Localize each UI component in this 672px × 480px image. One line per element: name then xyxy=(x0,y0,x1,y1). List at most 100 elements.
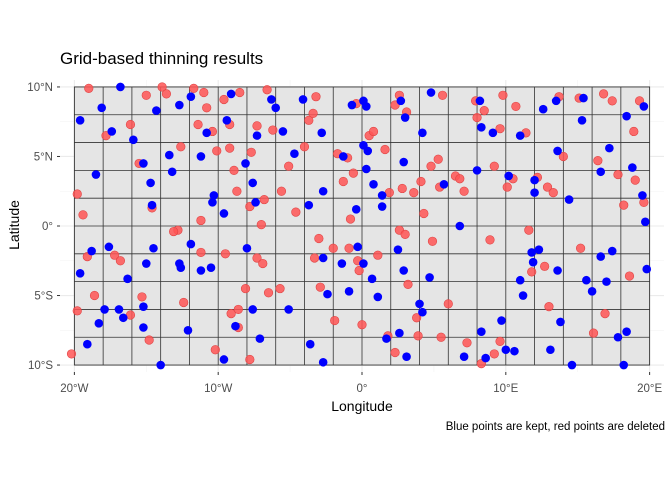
kept-point xyxy=(344,287,354,296)
deleted-point xyxy=(427,236,438,246)
deleted-point xyxy=(498,90,508,100)
deleted-point xyxy=(357,320,367,330)
deleted-point xyxy=(245,354,255,365)
y-tick-label: 5°S xyxy=(34,291,53,303)
kept-point xyxy=(175,100,184,110)
y-tick-label: 5°N xyxy=(34,151,53,163)
kept-point xyxy=(546,345,555,355)
kept-point xyxy=(510,346,519,356)
kept-point xyxy=(418,307,427,317)
deleted-point xyxy=(472,112,482,123)
deleted-point xyxy=(489,161,499,171)
deleted-point xyxy=(144,335,154,345)
deleted-point xyxy=(210,345,220,355)
kept-point xyxy=(271,103,281,113)
kept-point xyxy=(118,313,128,323)
deleted-point xyxy=(455,174,465,184)
deleted-point xyxy=(176,142,186,152)
deleted-point xyxy=(314,233,324,244)
kept-point xyxy=(176,263,186,273)
x-tick-label: 0° xyxy=(357,383,368,395)
kept-point xyxy=(582,275,591,285)
deleted-point xyxy=(275,283,285,294)
y-tick-label: 10°N xyxy=(27,82,53,94)
y-tick-label: 0° xyxy=(42,221,53,233)
kept-point xyxy=(577,116,587,125)
deleted-point xyxy=(607,96,617,106)
deleted-point xyxy=(380,144,390,155)
deleted-point xyxy=(193,119,203,130)
kept-point xyxy=(475,96,485,106)
deleted-point xyxy=(141,90,151,100)
kept-point xyxy=(318,253,328,263)
deleted-point xyxy=(157,82,167,92)
kept-point xyxy=(231,321,240,331)
kept-point xyxy=(619,360,629,370)
kept-point xyxy=(318,186,328,196)
kept-point xyxy=(149,243,158,253)
kept-point xyxy=(481,353,490,363)
x-axis-ticks: 20°W 10°W 0° 10°E 20°E xyxy=(60,372,662,395)
deleted-point xyxy=(179,297,189,308)
kept-point xyxy=(183,325,193,335)
deleted-point xyxy=(78,210,88,220)
deleted-point xyxy=(619,200,629,210)
deleted-point xyxy=(84,83,94,93)
chart-caption: Blue points are kept, red points are del… xyxy=(446,421,665,433)
kept-point xyxy=(304,200,314,210)
deleted-point xyxy=(235,87,245,98)
deleted-point xyxy=(225,143,235,153)
x-axis-title: Longitude xyxy=(331,398,393,414)
kept-point xyxy=(116,82,125,92)
kept-point xyxy=(156,360,165,370)
deleted-point xyxy=(252,121,262,131)
deleted-point xyxy=(613,169,623,180)
deleted-point xyxy=(629,126,639,137)
kept-point xyxy=(139,159,148,168)
kept-point xyxy=(97,103,107,113)
deleted-point xyxy=(232,186,242,196)
deleted-point xyxy=(66,349,77,359)
y-axis-ticks: 10°S 5°S 0° 5°N 10°N xyxy=(27,82,60,372)
deleted-point xyxy=(89,290,100,301)
kept-point xyxy=(377,191,387,200)
deleted-point xyxy=(624,271,635,281)
deleted-point xyxy=(202,103,212,113)
kept-point xyxy=(628,163,637,172)
kept-point xyxy=(551,96,561,106)
kept-point xyxy=(477,327,486,336)
kept-point xyxy=(347,100,357,110)
deleted-point xyxy=(403,279,413,290)
kept-point xyxy=(596,167,606,177)
deleted-point xyxy=(413,331,423,341)
deleted-point xyxy=(524,225,534,235)
kept-point xyxy=(488,128,498,138)
kept-point xyxy=(393,245,403,254)
kept-point xyxy=(129,135,138,145)
kept-point xyxy=(567,360,577,370)
kept-point xyxy=(298,95,308,104)
kept-point xyxy=(94,319,104,328)
kept-point xyxy=(418,128,427,138)
kept-point xyxy=(399,157,409,167)
deleted-point xyxy=(436,332,446,342)
kept-point xyxy=(219,355,229,364)
kept-point xyxy=(317,128,327,138)
kept-point xyxy=(164,150,174,160)
y-tick-label: 10°S xyxy=(28,360,53,372)
kept-point xyxy=(377,202,387,211)
kept-point xyxy=(455,221,465,231)
deleted-point xyxy=(400,229,410,239)
kept-point xyxy=(579,93,588,103)
kept-point xyxy=(638,191,647,200)
kept-point xyxy=(351,205,361,214)
kept-point xyxy=(363,146,373,156)
kept-point xyxy=(607,246,617,256)
deleted-point xyxy=(433,154,443,164)
kept-point xyxy=(87,246,96,256)
kept-point xyxy=(208,198,217,207)
y-axis-title: Latitude xyxy=(6,200,22,250)
kept-point xyxy=(104,242,114,252)
deleted-point xyxy=(544,302,554,312)
